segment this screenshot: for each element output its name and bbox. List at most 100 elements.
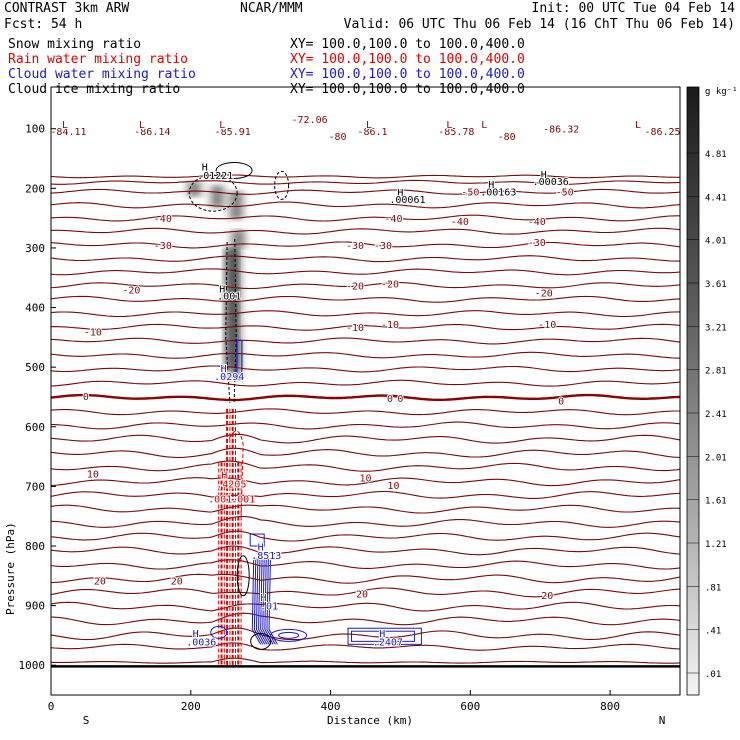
isotherm-label: 10 xyxy=(387,481,399,492)
legend-xy: XY= 100.0,100.0 to 100.0,400.0 xyxy=(290,37,525,52)
legend-xy: XY= 100.0,100.0 to 100.0,400.0 xyxy=(290,67,525,82)
y-axis-label: Pressure (hPa) xyxy=(4,522,17,615)
isotherm xyxy=(51,323,680,331)
rain-label: .001 xyxy=(231,494,255,505)
forecast-hour: Fcst: 54 h xyxy=(4,17,82,32)
isotherm-label: -50 xyxy=(556,187,574,198)
north-label: N xyxy=(659,714,666,727)
ice-max-marker: H xyxy=(397,188,403,199)
legend-name: Snow mixing ratio xyxy=(8,37,141,52)
ice-column xyxy=(225,238,237,403)
snow-contour xyxy=(188,174,238,212)
cloudwater-contour xyxy=(278,631,300,639)
isotherm-label: -84.11 xyxy=(50,127,86,138)
isotherm-label: -20 xyxy=(122,286,140,297)
isotherm-label: -40 xyxy=(451,217,469,228)
cloudwater-contour xyxy=(347,627,422,645)
isotherm xyxy=(51,282,680,290)
isotherm-label: -50 xyxy=(461,187,479,198)
x-tick-label: 400 xyxy=(321,700,341,713)
isotherm-label: -20 xyxy=(535,289,553,300)
header: CONTRAST 3km ARW NCAR/MMM Init: 00 UTC T… xyxy=(4,1,735,32)
colorbar-label: 3.61 xyxy=(705,280,727,290)
y-tick-label: 400 xyxy=(25,302,45,315)
cloudwater-contour xyxy=(260,557,270,645)
cloudwater-max-marker: H xyxy=(379,629,385,640)
isotherm-label: -40 xyxy=(528,217,546,228)
snow-plume xyxy=(224,191,249,220)
model-label: CONTRAST 3km ARW xyxy=(4,1,129,16)
rain-label: .001 xyxy=(208,494,232,505)
isotherm-minimum-marker: L xyxy=(219,120,225,131)
cloudwater-contour xyxy=(262,557,272,645)
legend-name: Cloud water mixing ratio xyxy=(8,67,196,82)
isotherm xyxy=(51,515,680,528)
isotherm-label: -10 xyxy=(346,323,364,334)
y-tick-label: 700 xyxy=(25,480,45,493)
cloudwater-contour xyxy=(236,339,243,380)
isotherm xyxy=(51,337,680,345)
isotherm xyxy=(51,201,680,209)
cloudwater-label: .8513 xyxy=(251,551,281,562)
rain-outline xyxy=(228,430,244,517)
isotherm-label: -86.1 xyxy=(357,127,387,138)
isotherm-minimum-marker: L xyxy=(139,120,145,131)
cloudwater-contour xyxy=(253,557,264,645)
isotherm-minimum-marker: L xyxy=(635,120,641,131)
ice-max-marker: H xyxy=(541,170,547,181)
isotherm-label: -30 xyxy=(346,241,364,252)
isotherm-minimum-marker: L xyxy=(62,120,68,131)
isotherm-label: -40 xyxy=(154,214,172,225)
colorbar-label: .41 xyxy=(705,627,721,637)
x-tick-label: 600 xyxy=(460,700,480,713)
ice-contour xyxy=(215,161,253,179)
cloudwater-contour xyxy=(258,557,268,645)
colorbar-label: 4.01 xyxy=(705,237,727,247)
isotherm-minimum-marker: L xyxy=(366,120,372,131)
isotherm-label: -10 xyxy=(381,320,399,331)
ice-max-value: .00036 xyxy=(533,177,569,188)
isotherm xyxy=(51,559,680,570)
colorbar-label: 1.21 xyxy=(705,540,727,550)
isotherm xyxy=(51,408,680,416)
y-tick-label: 1000 xyxy=(19,659,46,672)
cloudwater-max-marker: H xyxy=(193,629,199,640)
isotherm xyxy=(51,179,680,185)
y-tick-label: 600 xyxy=(25,421,45,434)
x-tick-label: 200 xyxy=(181,700,201,713)
isotherm-label: 20 xyxy=(356,590,368,601)
isotherm xyxy=(51,365,680,373)
hydrometeor-contours xyxy=(188,161,422,666)
isotherm xyxy=(51,477,680,487)
isotherm xyxy=(51,433,680,444)
isotherm xyxy=(51,214,680,222)
ice-contour xyxy=(250,632,272,650)
isotherm xyxy=(51,188,680,195)
x-axis-label: Distance (km) xyxy=(327,714,413,727)
rain-label: .4205 xyxy=(216,479,246,490)
isotherm-label: -10 xyxy=(538,320,556,331)
isotherm-minimum-marker: L xyxy=(446,120,452,131)
isotherm-label: -10 xyxy=(84,327,102,338)
isotherm-label: -72.06 xyxy=(292,115,328,126)
colorbar: g kg⁻¹ 4.81 4.41 4.01 3.61 3.21 2.81 2.41 2.01 1… xyxy=(686,86,738,696)
x-tick-label: 0 xyxy=(48,700,55,713)
legend-xy: XY= 100.0,100.0 to 100.0,400.0 xyxy=(290,82,525,97)
colorbar-label: 4.81 xyxy=(705,150,727,160)
snow-core xyxy=(223,247,240,368)
isotherm xyxy=(51,530,680,542)
legend-xy: XY= 100.0,100.0 to 100.0,400.0 xyxy=(290,52,525,67)
snow-plume xyxy=(182,181,207,197)
y-tick-label: 500 xyxy=(25,361,45,374)
cloudwater-max-marker: H xyxy=(221,364,227,375)
isotherm-label: 0 xyxy=(397,394,403,405)
axes: 0 200 400 600 800100200300400500600700800900… xyxy=(19,123,621,713)
cloudwater-contour xyxy=(270,628,308,642)
isotherm-label: 10 xyxy=(359,473,371,484)
colorbar-gradient xyxy=(686,86,700,696)
isotherm xyxy=(51,174,680,179)
ice-max-value: .001 xyxy=(217,292,241,303)
colorbar-label: 2.41 xyxy=(705,410,727,420)
isotherm-label: -86.32 xyxy=(543,125,579,136)
colorbar-label: 3.21 xyxy=(705,323,727,333)
